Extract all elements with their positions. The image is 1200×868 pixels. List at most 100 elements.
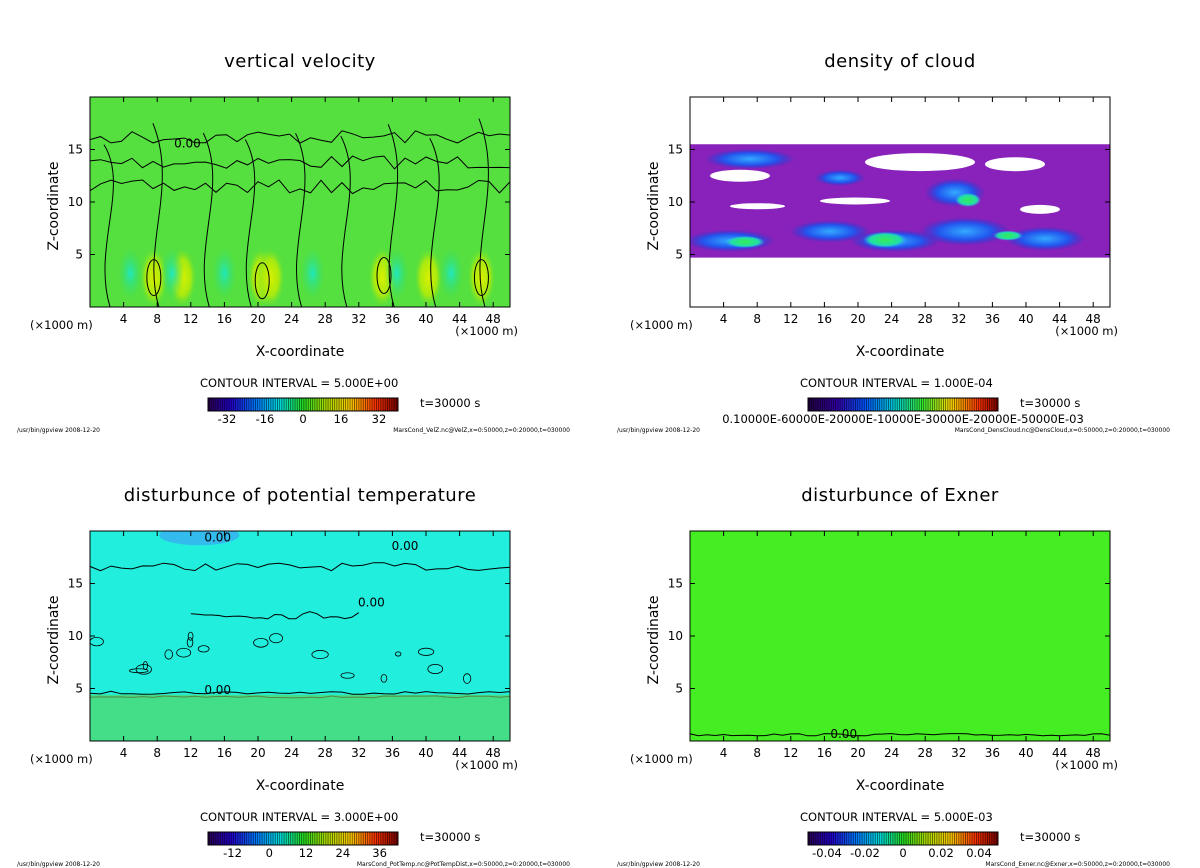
contour-line (197, 645, 210, 653)
colorbar-frame (807, 831, 999, 846)
colorbar-label: 12 (299, 846, 314, 860)
x-tick-label: 44 (1052, 312, 1067, 326)
contour-interval: CONTOUR INTERVAL = 5.000E-03 (800, 810, 993, 824)
time-label: t=30000 s (420, 396, 480, 410)
contour-line (478, 118, 489, 307)
colorbar-label: -0.02 (850, 846, 880, 860)
colorbar-bins (808, 832, 998, 845)
x-tick-label: 24 (884, 746, 899, 760)
x-tick-label: 12 (783, 746, 798, 760)
colorbar-frame (207, 397, 399, 412)
colorbar-label: 16 (334, 412, 349, 426)
contour-line (690, 733, 1110, 737)
panel-title: disturbunce of Exner (801, 485, 999, 506)
z-axis-label: Z-coordinate (646, 595, 662, 684)
cloud-gap (710, 169, 770, 182)
contour-line (186, 637, 194, 648)
x-tick-label: 16 (817, 312, 832, 326)
x-tick-label: 24 (884, 312, 899, 326)
downdraft-plume (439, 247, 464, 300)
x-tick-label: 20 (250, 746, 265, 760)
contour-line (103, 144, 114, 307)
x-tick-label: 24 (284, 746, 299, 760)
z-tick-label: 15 (668, 577, 683, 591)
contour-line (427, 663, 444, 675)
z-axis-label: Z-coordinate (46, 595, 62, 684)
contour-line (254, 262, 270, 300)
panel-title: vertical velocity (224, 51, 376, 72)
z-tick-label: 15 (68, 577, 83, 591)
contour-line (142, 661, 148, 671)
contour-line (190, 611, 360, 620)
time-label: t=30000 s (1020, 830, 1080, 844)
x-unit-right: (×1000 m) (1055, 324, 1118, 338)
updraft-plume (414, 247, 443, 307)
colorbar-bins (208, 832, 398, 845)
cloud-gap (1020, 204, 1060, 214)
contour-label: 0.00 (358, 596, 385, 610)
contour-line (269, 633, 283, 644)
contour-line (164, 649, 174, 660)
contour-interval: CONTOUR INTERVAL = 3.000E+00 (200, 810, 398, 824)
downdraft-plume (384, 247, 409, 300)
updraft-plume (256, 247, 285, 307)
contour-line (295, 133, 306, 307)
contour-line (311, 650, 329, 660)
contour-label: 0.00 (174, 136, 201, 150)
x-tick-label: 8 (753, 312, 761, 326)
x-tick-label: 12 (183, 312, 198, 326)
contour-line (90, 562, 510, 572)
cloud-gap (730, 203, 785, 210)
cloud-dense-core (725, 235, 765, 248)
x-tick-label: 36 (985, 312, 1000, 326)
contour-line (152, 123, 163, 307)
x-tick-label: 36 (385, 746, 400, 760)
x-unit-left: (×1000 m) (30, 752, 93, 766)
contour-line (176, 647, 192, 658)
colorbar-label: 32 (372, 412, 387, 426)
contour-line (187, 631, 194, 641)
colorbar-label: 36 (372, 846, 387, 860)
footer-right: MarsCond_DensCloud.nc@DensCloud,x=0:5000… (955, 427, 1170, 434)
contour-line (202, 132, 214, 307)
x-unit-right: (×1000 m) (1055, 758, 1118, 772)
footer-right: MarsCond_PotTemp.nc@PotTempDist,x=0:5000… (357, 861, 570, 868)
x-tick-label: 16 (217, 312, 232, 326)
x-tick-label: 8 (153, 746, 161, 760)
x-tick-label: 40 (418, 312, 433, 326)
cloud-core (705, 148, 795, 169)
colorbar-frame (207, 831, 399, 846)
x-tick-label: 4 (720, 746, 728, 760)
contour-line (135, 664, 152, 675)
field-background (690, 531, 1110, 741)
x-unit-right: (×1000 m) (455, 324, 518, 338)
colorbar-label: 0.04 (966, 846, 992, 860)
x-tick-label: 48 (1086, 746, 1101, 760)
x-tick-label: 36 (385, 312, 400, 326)
contour-line (380, 674, 388, 683)
x-tick-label: 28 (918, 746, 933, 760)
colorbar-label: 0.10000E-60000E-20000E-10000E-30000E-200… (722, 412, 1084, 426)
cloud-dense-core (863, 231, 907, 248)
footer-left: /usr/bin/gpview 2008-12-20 (617, 861, 700, 868)
contour-line (376, 257, 392, 294)
x-axis-label: X-coordinate (856, 778, 945, 794)
footer-left: /usr/bin/gpview 2008-12-20 (17, 861, 100, 868)
updraft-plume (467, 247, 496, 307)
contour-line (340, 672, 355, 679)
x-tick-label: 28 (318, 312, 333, 326)
x-tick-label: 32 (351, 746, 366, 760)
x-tick-label: 4 (120, 312, 128, 326)
panel-title: density of cloud (824, 51, 976, 72)
panel-title: disturbunce of potential temperature (124, 485, 477, 506)
contour-line (90, 155, 510, 170)
time-label: t=30000 s (420, 830, 480, 844)
panel-3: disturbunce of potential temperature 0.00… (17, 485, 570, 868)
x-unit-left: (×1000 m) (630, 318, 693, 332)
x-tick-label: 40 (1018, 312, 1033, 326)
z-axis-label: Z-coordinate (646, 161, 662, 250)
colorbar-frame (807, 397, 999, 412)
